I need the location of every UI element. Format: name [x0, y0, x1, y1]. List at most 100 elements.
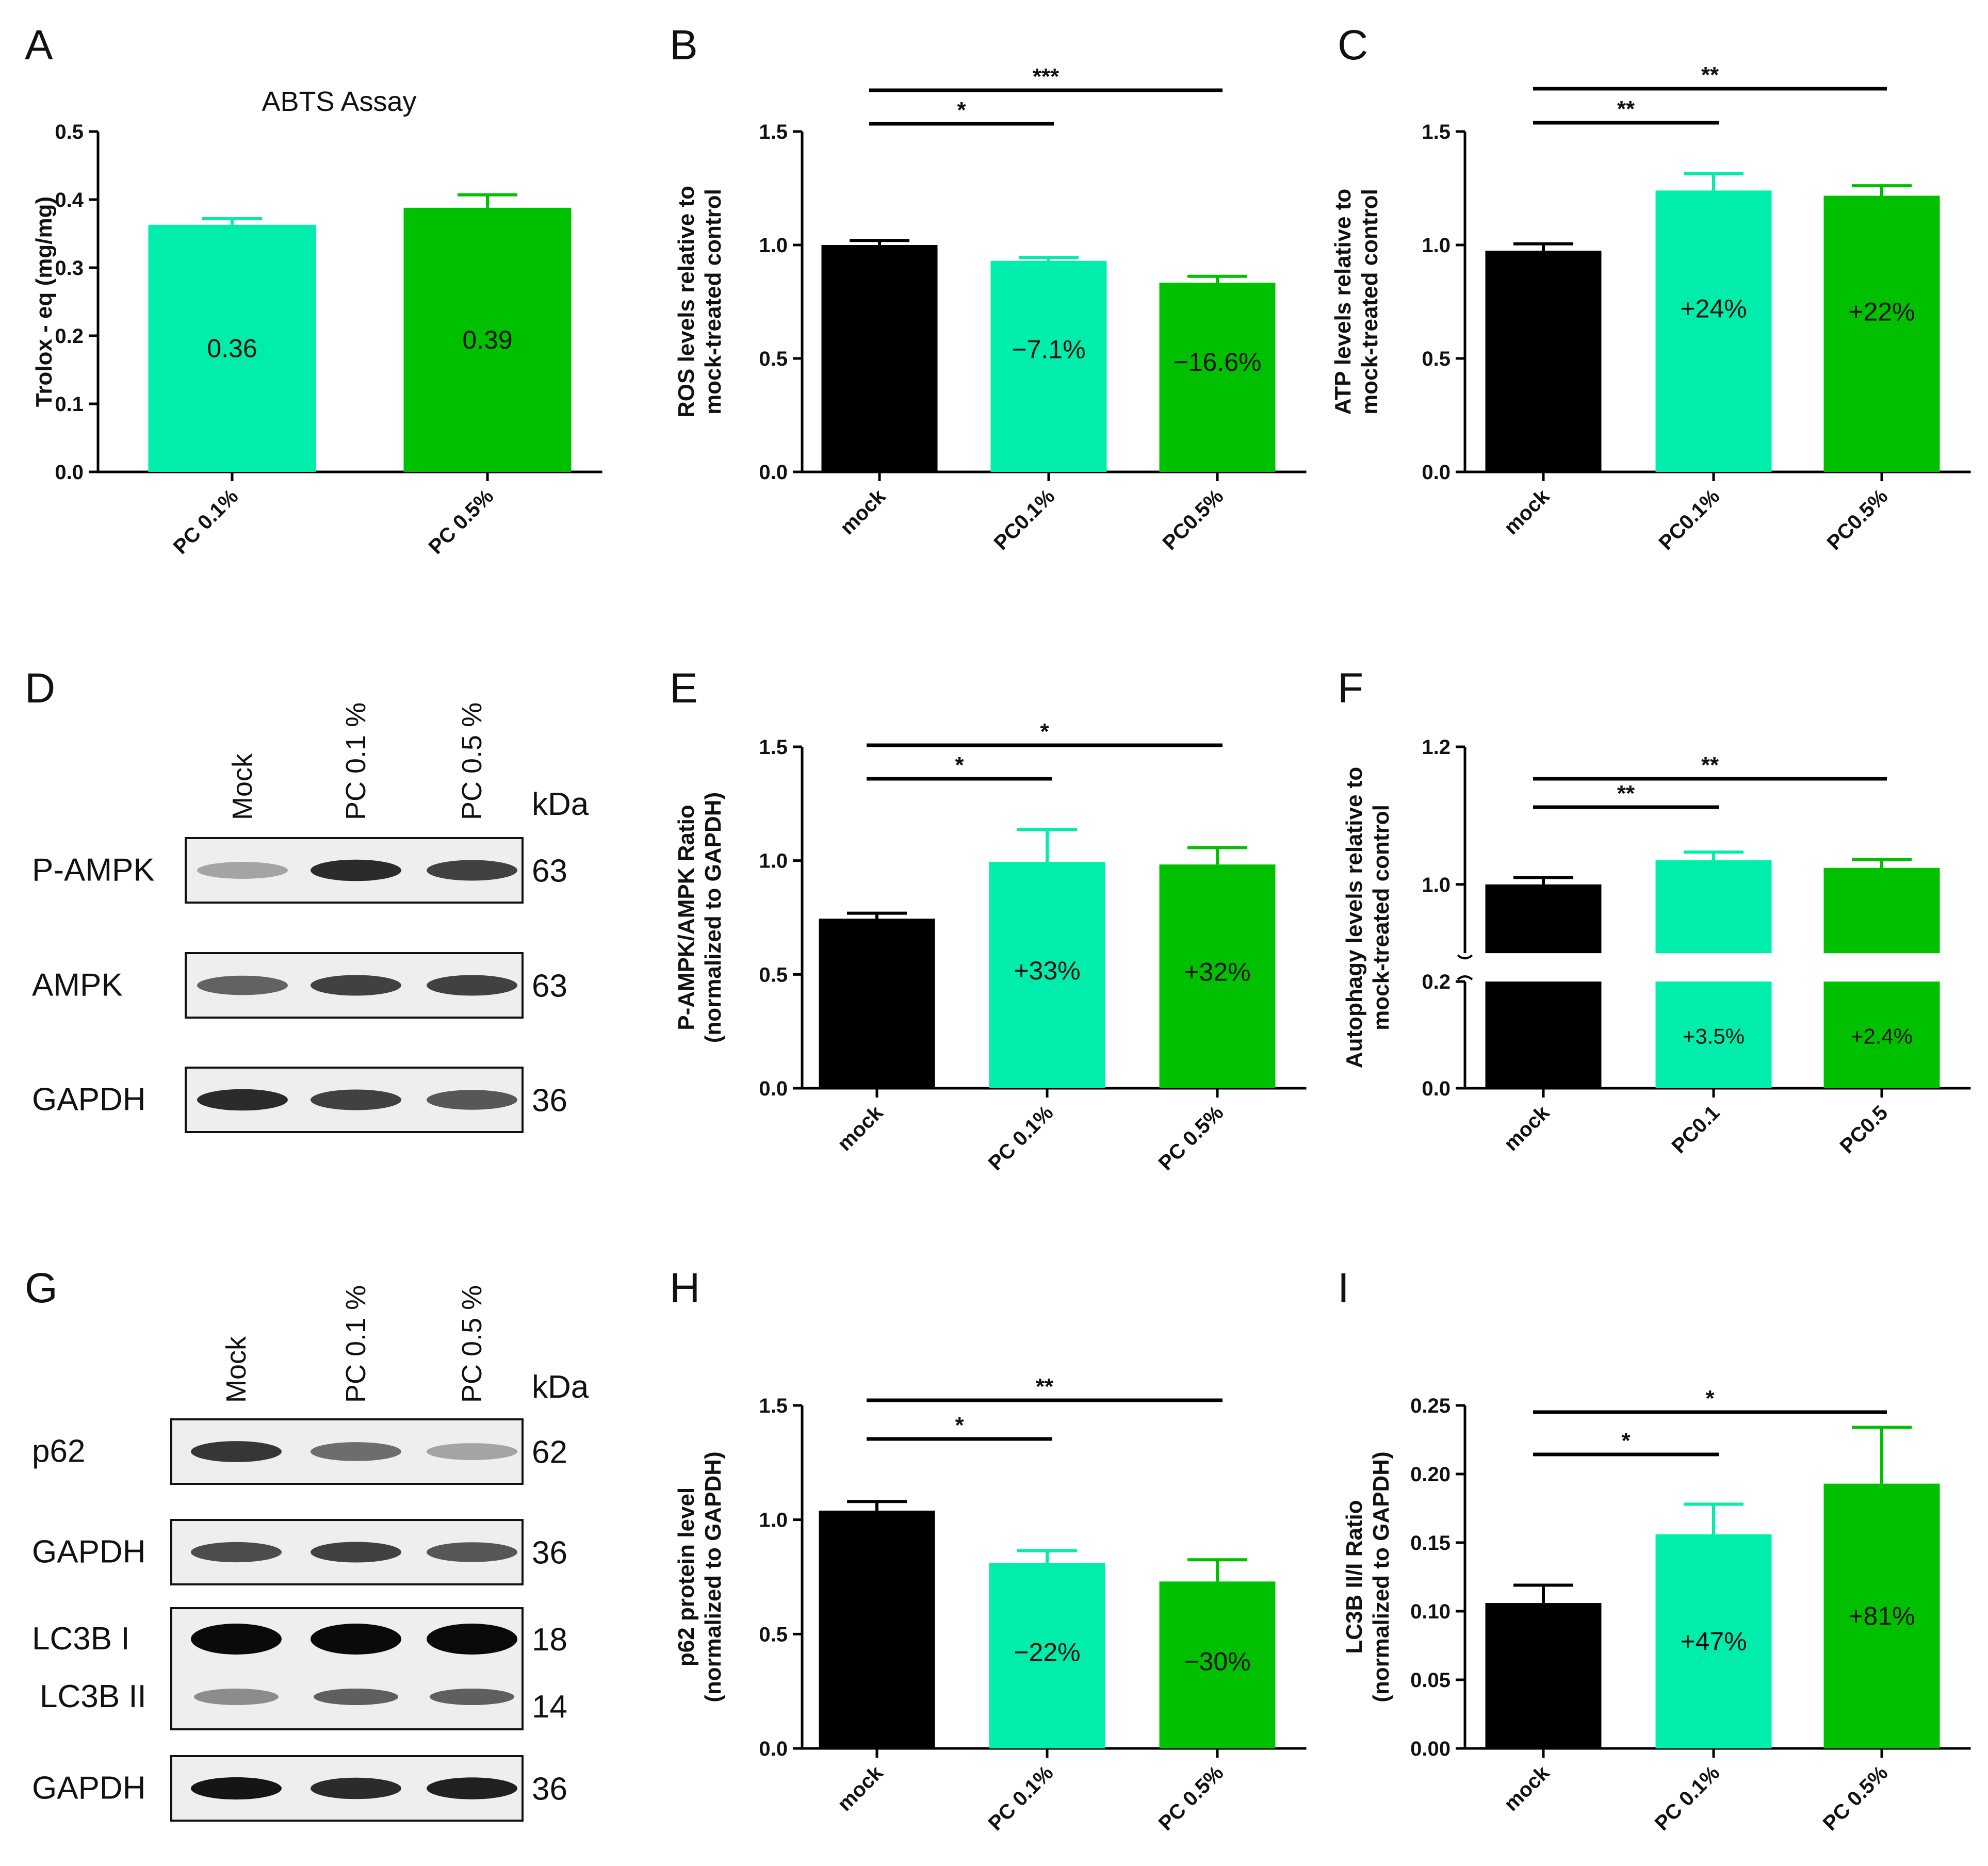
- bar-value-label: +47%: [1680, 1627, 1747, 1656]
- significance-stars: **: [1617, 96, 1635, 122]
- kda-value: 14: [532, 1689, 567, 1725]
- bar-PC 0.5%: [1159, 1581, 1276, 1748]
- y-axis-label: LC3B II/I Ratio: [1342, 1500, 1367, 1654]
- blot-band: [427, 1443, 517, 1460]
- western-blot-d: Mock PC 0.1 % PC 0.5 % kDa P-AMPK 63 AMPK 63 GAP…: [32, 702, 589, 1133]
- bar-mock: [1485, 1603, 1602, 1748]
- bar-value-label: −30%: [1184, 1647, 1250, 1676]
- bar-PC 0.1%: [148, 224, 316, 472]
- blot-band: [194, 1689, 279, 1705]
- bar-mock: [819, 1510, 935, 1748]
- significance-stars: **: [1036, 1374, 1054, 1399]
- bar-PC0.1%: [990, 260, 1107, 472]
- bar-PC0.5%: [1823, 195, 1940, 472]
- y-tick-label: 1.0: [1422, 234, 1451, 257]
- y-tick-label: 0.05: [1410, 1669, 1451, 1692]
- y-tick-label: 0.10: [1410, 1600, 1451, 1623]
- bar-value-label: +24%: [1680, 294, 1747, 323]
- y-axis-label: mock-treated control: [1357, 189, 1382, 415]
- blot-band: [197, 975, 288, 995]
- lane-label: PC 0.5 %: [457, 1285, 487, 1403]
- y-tick-label: 0.5: [1422, 348, 1451, 370]
- bar-PC 0.5%: [403, 207, 572, 472]
- blot-band: [311, 1777, 401, 1799]
- bar-lower-mock: [1485, 981, 1602, 1088]
- y-axis-label: mock-treated control: [700, 189, 726, 415]
- bar-PC 0.1%: [989, 1563, 1105, 1748]
- bar-PC0.5%: [1159, 283, 1276, 472]
- y-tick-label: 0.0: [55, 461, 84, 484]
- y-tick-label: 0.2: [1422, 971, 1451, 993]
- panel-letter-A: A: [25, 22, 53, 69]
- y-axis-label: P-AMPK/AMPK Ratio: [674, 805, 699, 1030]
- y-tick-label: 0.0: [759, 1738, 788, 1760]
- western-blot-g: Mock PC 0.1 % PC 0.5 % kDa p62 62 GAPDH 36 LC3B …: [32, 1285, 589, 1822]
- bar-value-label: +2.4%: [1851, 1024, 1913, 1049]
- protein-label: LC3B I: [32, 1621, 130, 1657]
- y-tick-label: 0.5: [759, 1623, 788, 1646]
- protein-label: GAPDH: [32, 1534, 145, 1570]
- lane-label: Mock: [221, 1336, 252, 1403]
- protein-label: p62: [32, 1434, 85, 1469]
- protein-label: P-AMPK: [32, 853, 155, 888]
- panel-letter-H: H: [670, 1265, 700, 1312]
- blot-band: [311, 975, 401, 996]
- panel-letter-F: F: [1338, 665, 1363, 712]
- bar-value-label: +33%: [1014, 956, 1080, 985]
- blot-band: [427, 1777, 517, 1799]
- significance-stars: **: [1617, 781, 1635, 806]
- axis-break-mark: [1457, 975, 1473, 980]
- bar-PC0.1: [1655, 860, 1772, 954]
- bar-mock: [821, 245, 938, 472]
- kda-value: 36: [532, 1535, 567, 1571]
- protein-label: GAPDH: [32, 1082, 145, 1118]
- kda-value: 36: [532, 1772, 567, 1807]
- blot-band: [311, 1089, 401, 1110]
- blot-band: [314, 1689, 398, 1705]
- y-axis-label: ATP levels relative to: [1330, 189, 1356, 415]
- blot-band: [191, 1441, 282, 1462]
- y-axis-label: (normalized to GAPDH): [700, 1451, 726, 1702]
- axis-break-mark: [1457, 954, 1473, 960]
- blot-band: [197, 1089, 288, 1111]
- panel-letter-E: E: [670, 665, 698, 712]
- y-tick-label: 0.4: [55, 189, 84, 211]
- y-tick-label: 0.0: [759, 1077, 788, 1100]
- y-tick-label: 1.5: [759, 1395, 788, 1417]
- y-tick-label: 1.0: [759, 1509, 788, 1532]
- y-tick-label: 0.20: [1410, 1463, 1451, 1486]
- kda-value: 36: [532, 1083, 567, 1119]
- lane-label: PC 0.5 %: [457, 702, 487, 820]
- y-axis-label: mock-treated control: [1368, 805, 1394, 1030]
- significance-stars: ***: [1033, 64, 1060, 89]
- y-tick-label: 0.5: [55, 121, 84, 143]
- y-tick-label: 0.5: [759, 348, 788, 370]
- bar-mock: [1485, 884, 1602, 954]
- panel-letter-C: C: [1338, 22, 1368, 69]
- significance-stars: *: [955, 752, 964, 778]
- y-axis-label: (normalized to GAPDH): [1368, 1451, 1394, 1702]
- kda-value: 18: [532, 1622, 567, 1658]
- chart-panel-f: Autophagy levels relative to mock-treated…: [1342, 736, 1971, 1158]
- y-tick-label: 0.15: [1410, 1532, 1451, 1554]
- y-tick-label: 0.00: [1410, 1738, 1451, 1760]
- chart-panel-b: ROS levels relative to mock-treated contr…: [674, 64, 1307, 554]
- bar-PC0.5: [1823, 867, 1940, 954]
- blot-band: [311, 859, 401, 881]
- significance-stars: *: [955, 1413, 964, 1438]
- y-axis-label: Trolox - eq (mg/mg): [31, 197, 57, 407]
- y-axis-label: Autophagy levels relative to: [1342, 767, 1367, 1068]
- y-tick-label: 0.0: [759, 461, 788, 484]
- blot-band: [427, 975, 517, 996]
- bar-PC 0.1%: [1655, 1534, 1772, 1748]
- significance-stars: *: [1040, 719, 1049, 744]
- significance-stars: *: [957, 97, 966, 123]
- significance-stars: **: [1701, 62, 1719, 88]
- bar-lower-PC0.5: [1823, 981, 1940, 1088]
- y-tick-label: 0.1: [55, 393, 84, 416]
- protein-label: LC3B II: [40, 1679, 146, 1714]
- lane-label: Mock: [227, 753, 258, 820]
- significance-stars: **: [1701, 752, 1719, 778]
- chart-title: ABTS Assay: [262, 86, 416, 117]
